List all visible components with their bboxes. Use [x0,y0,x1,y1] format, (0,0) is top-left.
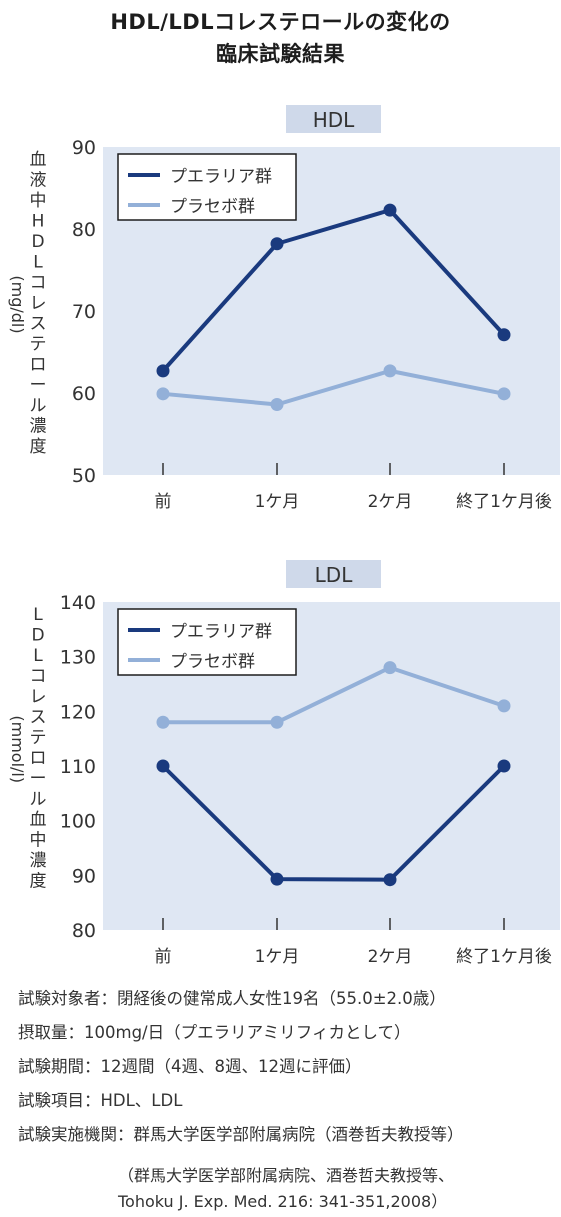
hdl-chart: HDL 50 60 70 80 90 前 1ケ月 2ケ月 終了1ケ月後 血液中 H D L コレステロール濃… [8,105,560,512]
hdl-series-1-point [156,387,170,401]
hdl-ylabel: 血液中 H D L コレステロール濃度 [30,150,47,457]
hdl-series-0-point [383,203,397,217]
ldl-series-0-point [270,872,284,886]
hdl-ytick-label: 60 [72,383,96,405]
hdl-xtick-label: 終了1ケ月後 [456,492,552,512]
ldl-ytick-label: 90 [72,865,96,887]
hdl-yunit: (mg/dl) [8,275,27,333]
page-title-line2: 臨床試験結果 [216,42,345,66]
hdl-series-1-point [383,364,397,378]
hdl-title: HDL [313,108,355,132]
ldl-series-line-1 [163,665,505,725]
hdl-xtick-label: 2ケ月 [368,492,413,512]
ldl-ytick-label: 120 [60,701,96,723]
note-subjects: 試験対象者：閉経後の健常成人女性19名（55.0±2.0歳） [18,989,446,1008]
ldl-series-line-0 [161,764,506,882]
hdl-series-0-point [270,237,284,251]
hdl-series-line-0 [161,208,506,373]
ldl-ylabel: L D L コレステロール血中濃度 [30,605,47,892]
ldl-series-1-point [156,715,170,729]
note-period: 試験期間：12週間（4週、8週、12週に評価） [18,1057,362,1076]
ldl-ytick-label: 140 [60,592,96,614]
hdl-series-1-point [270,397,284,411]
ldl-legend-label-0: プエラリア群 [170,622,272,642]
hdl-legend-label-0: プエラリア群 [170,167,272,187]
hdl-ytick-label: 80 [72,219,96,241]
ldl-xtick-label: 終了1ケ月後 [456,947,552,967]
ldl-yunit: (mmol/l) [8,715,27,783]
hdl-xtick-label: 1ケ月 [255,492,300,512]
note-items: 試験項目：HDL、LDL [18,1091,183,1110]
hdl-legend-label-1: プラセボ群 [170,197,255,217]
ldl-xtick-label: 前 [155,947,172,967]
ldl-series-0-point [497,759,511,773]
ldl-series-0-point [383,873,397,887]
ldl-xtick-label: 1ケ月 [255,947,300,967]
study-notes: 試験対象者：閉経後の健常成人女性19名（55.0±2.0歳） 摂取量：100mg… [18,986,558,1156]
hdl-ytick-label: 90 [72,137,96,159]
ldl-title: LDL [315,563,354,587]
ldl-title-box [286,560,381,588]
note-institution: 試験実施機関：群馬大学医学部附属病院（酒巻哲夫教授等） [18,1125,464,1144]
ldl-series-0-point [156,759,170,773]
citation-line1: （群馬大学医学部附属病院、酒巻哲夫教授等、 [118,1166,455,1185]
hdl-ytick-label: 70 [72,301,96,323]
ldl-xtick-label: 2ケ月 [368,947,413,967]
hdl-title-box [286,105,381,133]
ldl-ytick-label: 110 [60,756,96,778]
citation-line2: Tohoku J. Exp. Med. 216: 341-351,2008） [118,1192,448,1211]
ldl-chart: LDL 80 90 100 110 120 130 140 前 1ケ月 2ケ月 終了1ケ月後 L D L コレ… [8,560,560,967]
ldl-series-1-point [270,715,284,729]
ldl-ytick-label: 80 [72,920,96,942]
hdl-xtick-label: 前 [155,492,172,512]
note-dosage: 摂取量：100mg/日（プエラリアミリフィカとして） [18,1023,411,1042]
ldl-series-1-point [383,661,397,675]
ldl-ytick-label: 130 [60,647,96,669]
hdl-series-1-point [497,387,511,401]
page-title-line1: HDL/LDLコレステロールの変化の [110,10,451,34]
hdl-legend-box [117,153,297,221]
ldl-legend-box [117,608,297,676]
hdl-series-0-point [497,328,511,342]
hdl-series-0-point [156,364,170,378]
ldl-series-1-point [497,699,511,713]
citation: （群馬大学医学部附属病院、酒巻哲夫教授等、 Tohoku J. Exp. Med… [118,1163,454,1215]
ldl-legend-label-1: プラセボ群 [170,652,255,672]
hdl-series-line-1 [162,368,505,407]
hdl-ytick-label: 50 [72,465,96,487]
ldl-ytick-label: 100 [60,811,96,833]
